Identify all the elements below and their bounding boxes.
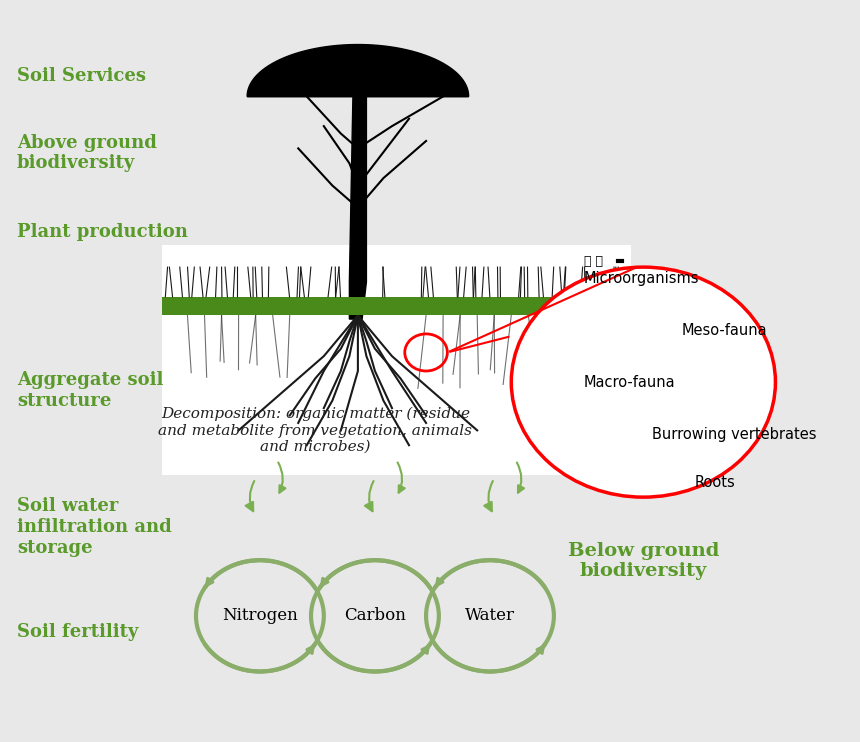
Text: Roots: Roots [695, 475, 735, 490]
FancyArrowPatch shape [246, 481, 255, 511]
Text: Below ground
biodiversity: Below ground biodiversity [568, 542, 719, 580]
FancyArrowPatch shape [279, 462, 286, 493]
Text: Soil water
infiltration and
storage: Soil water infiltration and storage [17, 497, 172, 556]
FancyArrowPatch shape [484, 481, 493, 511]
Text: Decomposition: organic matter (residue
and metabolite from vegetation, animals
a: Decomposition: organic matter (residue a… [158, 407, 472, 454]
Polygon shape [349, 59, 366, 319]
FancyArrowPatch shape [517, 462, 524, 493]
Text: Carbon: Carbon [344, 608, 406, 624]
Text: Microorganisms: Microorganisms [584, 271, 699, 286]
Text: Soil fertility: Soil fertility [17, 623, 138, 641]
FancyBboxPatch shape [162, 297, 630, 315]
Text: Plant production: Plant production [17, 223, 188, 240]
Text: Soil Services: Soil Services [17, 67, 146, 85]
Text: Water: Water [465, 608, 515, 624]
FancyArrowPatch shape [397, 462, 405, 493]
Text: Meso-fauna: Meso-fauna [682, 323, 767, 338]
Circle shape [512, 267, 776, 497]
FancyArrowPatch shape [365, 481, 373, 511]
Text: ⬛ 🦠: ⬛ 🦠 [584, 255, 603, 268]
FancyBboxPatch shape [162, 245, 630, 475]
Text: Macro-fauna: Macro-fauna [584, 375, 675, 390]
Text: Burrowing vertebrates: Burrowing vertebrates [652, 427, 816, 441]
Text: Nitrogen: Nitrogen [222, 608, 298, 624]
Polygon shape [247, 45, 469, 96]
Text: Above ground
biodiversity: Above ground biodiversity [17, 134, 157, 172]
Text: Aggregate soil
structure: Aggregate soil structure [17, 371, 163, 410]
